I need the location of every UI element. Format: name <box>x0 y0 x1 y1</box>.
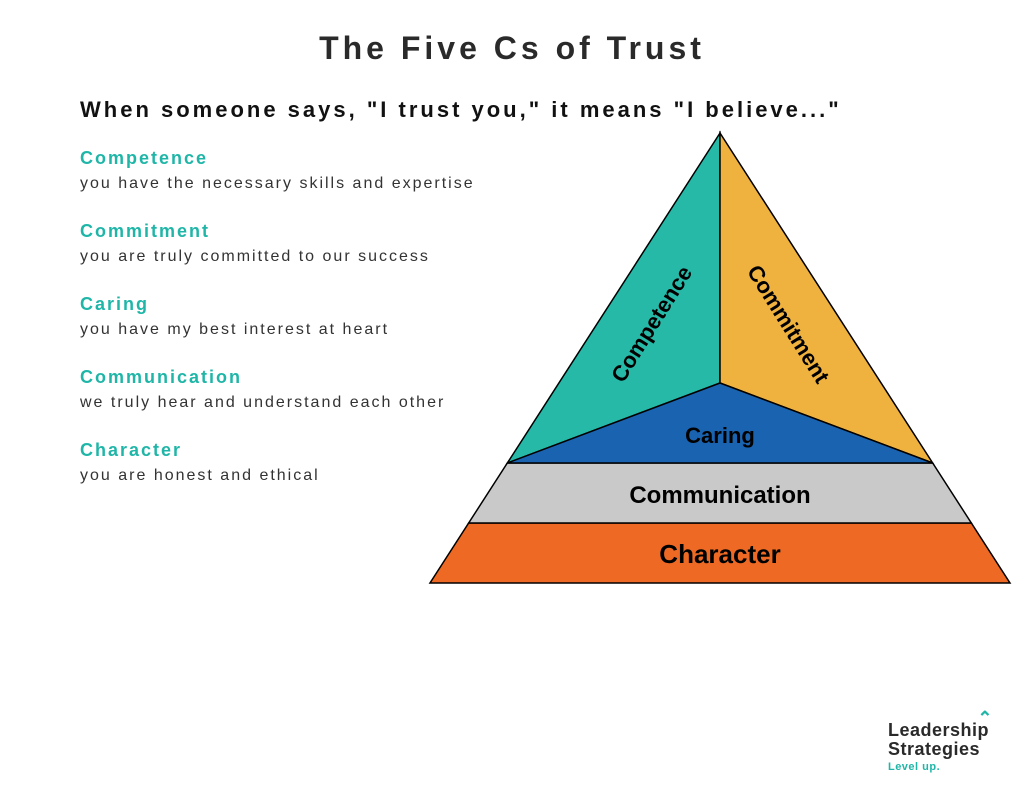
logo-line2: Strategies <box>888 739 980 759</box>
pyramid-label-character: Character <box>659 539 780 569</box>
content-row: Competence you have the necessary skills… <box>0 143 1024 513</box>
pyramid-label-communication: Communication <box>629 482 810 509</box>
logo-tagline: Level up. <box>888 761 989 773</box>
pyramid-label-caring: Caring <box>685 423 755 448</box>
logo-line1: Leadership <box>888 720 989 740</box>
page-title: The Five Cs of Trust <box>0 30 1024 67</box>
pyramid-diagram: Character Communication Caring Competenc… <box>420 113 1020 613</box>
brand-logo: Leadership⌃ Strategies Level up. <box>888 721 989 773</box>
logo-caret-icon: ⌃ <box>977 709 993 728</box>
logo-text: Leadership⌃ Strategies <box>888 721 989 759</box>
pyramid-container: Character Communication Caring Competenc… <box>480 143 1024 513</box>
